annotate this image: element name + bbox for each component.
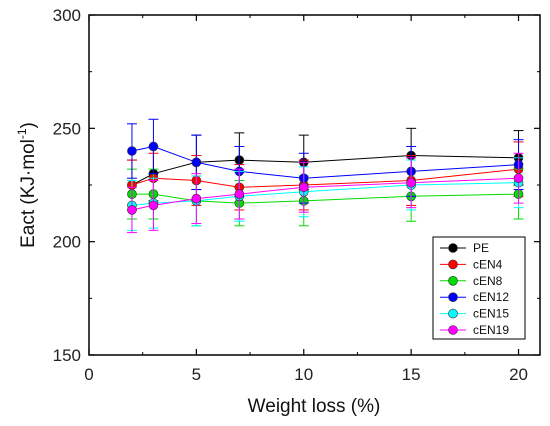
x-tick-label: 0 [84, 365, 93, 384]
series-PE [126, 127, 524, 211]
y-tick-label: 250 [53, 119, 81, 138]
x-axis-title: Weight loss (%) [248, 396, 381, 417]
legend-item-cEN12: cEN12 [440, 290, 509, 304]
legend-item-cEN4: cEN4 [440, 257, 503, 271]
legend-marker [448, 292, 458, 303]
x-tick-label: 5 [192, 365, 201, 384]
legend-item-cEN19: cEN19 [440, 323, 509, 337]
series-line [131, 168, 519, 188]
data-point [148, 200, 159, 211]
legend: PE cEN4 cEN8 cEN12 cEN15 cEN19 [432, 236, 526, 340]
x-tick-label: 15 [402, 365, 421, 384]
legend-label: PE [473, 241, 489, 255]
legend-label: cEN4 [473, 257, 503, 271]
x-tick-label: 20 [509, 365, 528, 384]
legend-marker [448, 308, 458, 319]
legend-item-PE: PE [440, 241, 489, 255]
data-point [127, 205, 137, 215]
legend-label: cEN8 [473, 274, 503, 288]
legend-marker [448, 243, 458, 253]
y-axis-title: Eact (KJ·mol-1) [15, 122, 39, 248]
legend-label: cEN12 [473, 290, 509, 304]
legend-box [432, 236, 526, 340]
legend-marker [448, 275, 458, 286]
legend-item-cEN8: cEN8 [440, 274, 503, 288]
data-point [127, 146, 137, 156]
y-axis-title-superscript: -1 [15, 128, 29, 139]
legend-item-cEN15: cEN15 [440, 307, 509, 321]
legend-marker [448, 259, 458, 270]
series-cEN8 [126, 168, 524, 227]
series-line [132, 193, 519, 204]
data-point [298, 182, 309, 193]
legend-label: cEN19 [473, 323, 509, 337]
series-cEN15 [126, 157, 524, 231]
series-line [131, 177, 519, 211]
data-point [513, 173, 524, 183]
data-point [191, 157, 202, 168]
data-point [148, 141, 159, 152]
y-tick-label: 200 [53, 233, 81, 252]
data-point [234, 189, 245, 199]
y-tick-label: 300 [53, 6, 81, 25]
x-tick-label: 10 [294, 365, 313, 384]
legend-marker [448, 325, 458, 335]
y-axis-title-close: ) [18, 122, 39, 128]
series-layer [126, 118, 524, 234]
data-point [191, 193, 202, 204]
series-cEN19 [126, 152, 524, 234]
legend-label: cEN15 [473, 307, 509, 321]
axis-ticks: 0 5 10 15 20 150 200 250 300 [53, 6, 540, 384]
data-point [406, 177, 416, 188]
y-tick-label: 150 [53, 346, 81, 365]
y-axis-title-main: Eact (KJ·mol [18, 139, 39, 248]
series-line [131, 145, 519, 179]
